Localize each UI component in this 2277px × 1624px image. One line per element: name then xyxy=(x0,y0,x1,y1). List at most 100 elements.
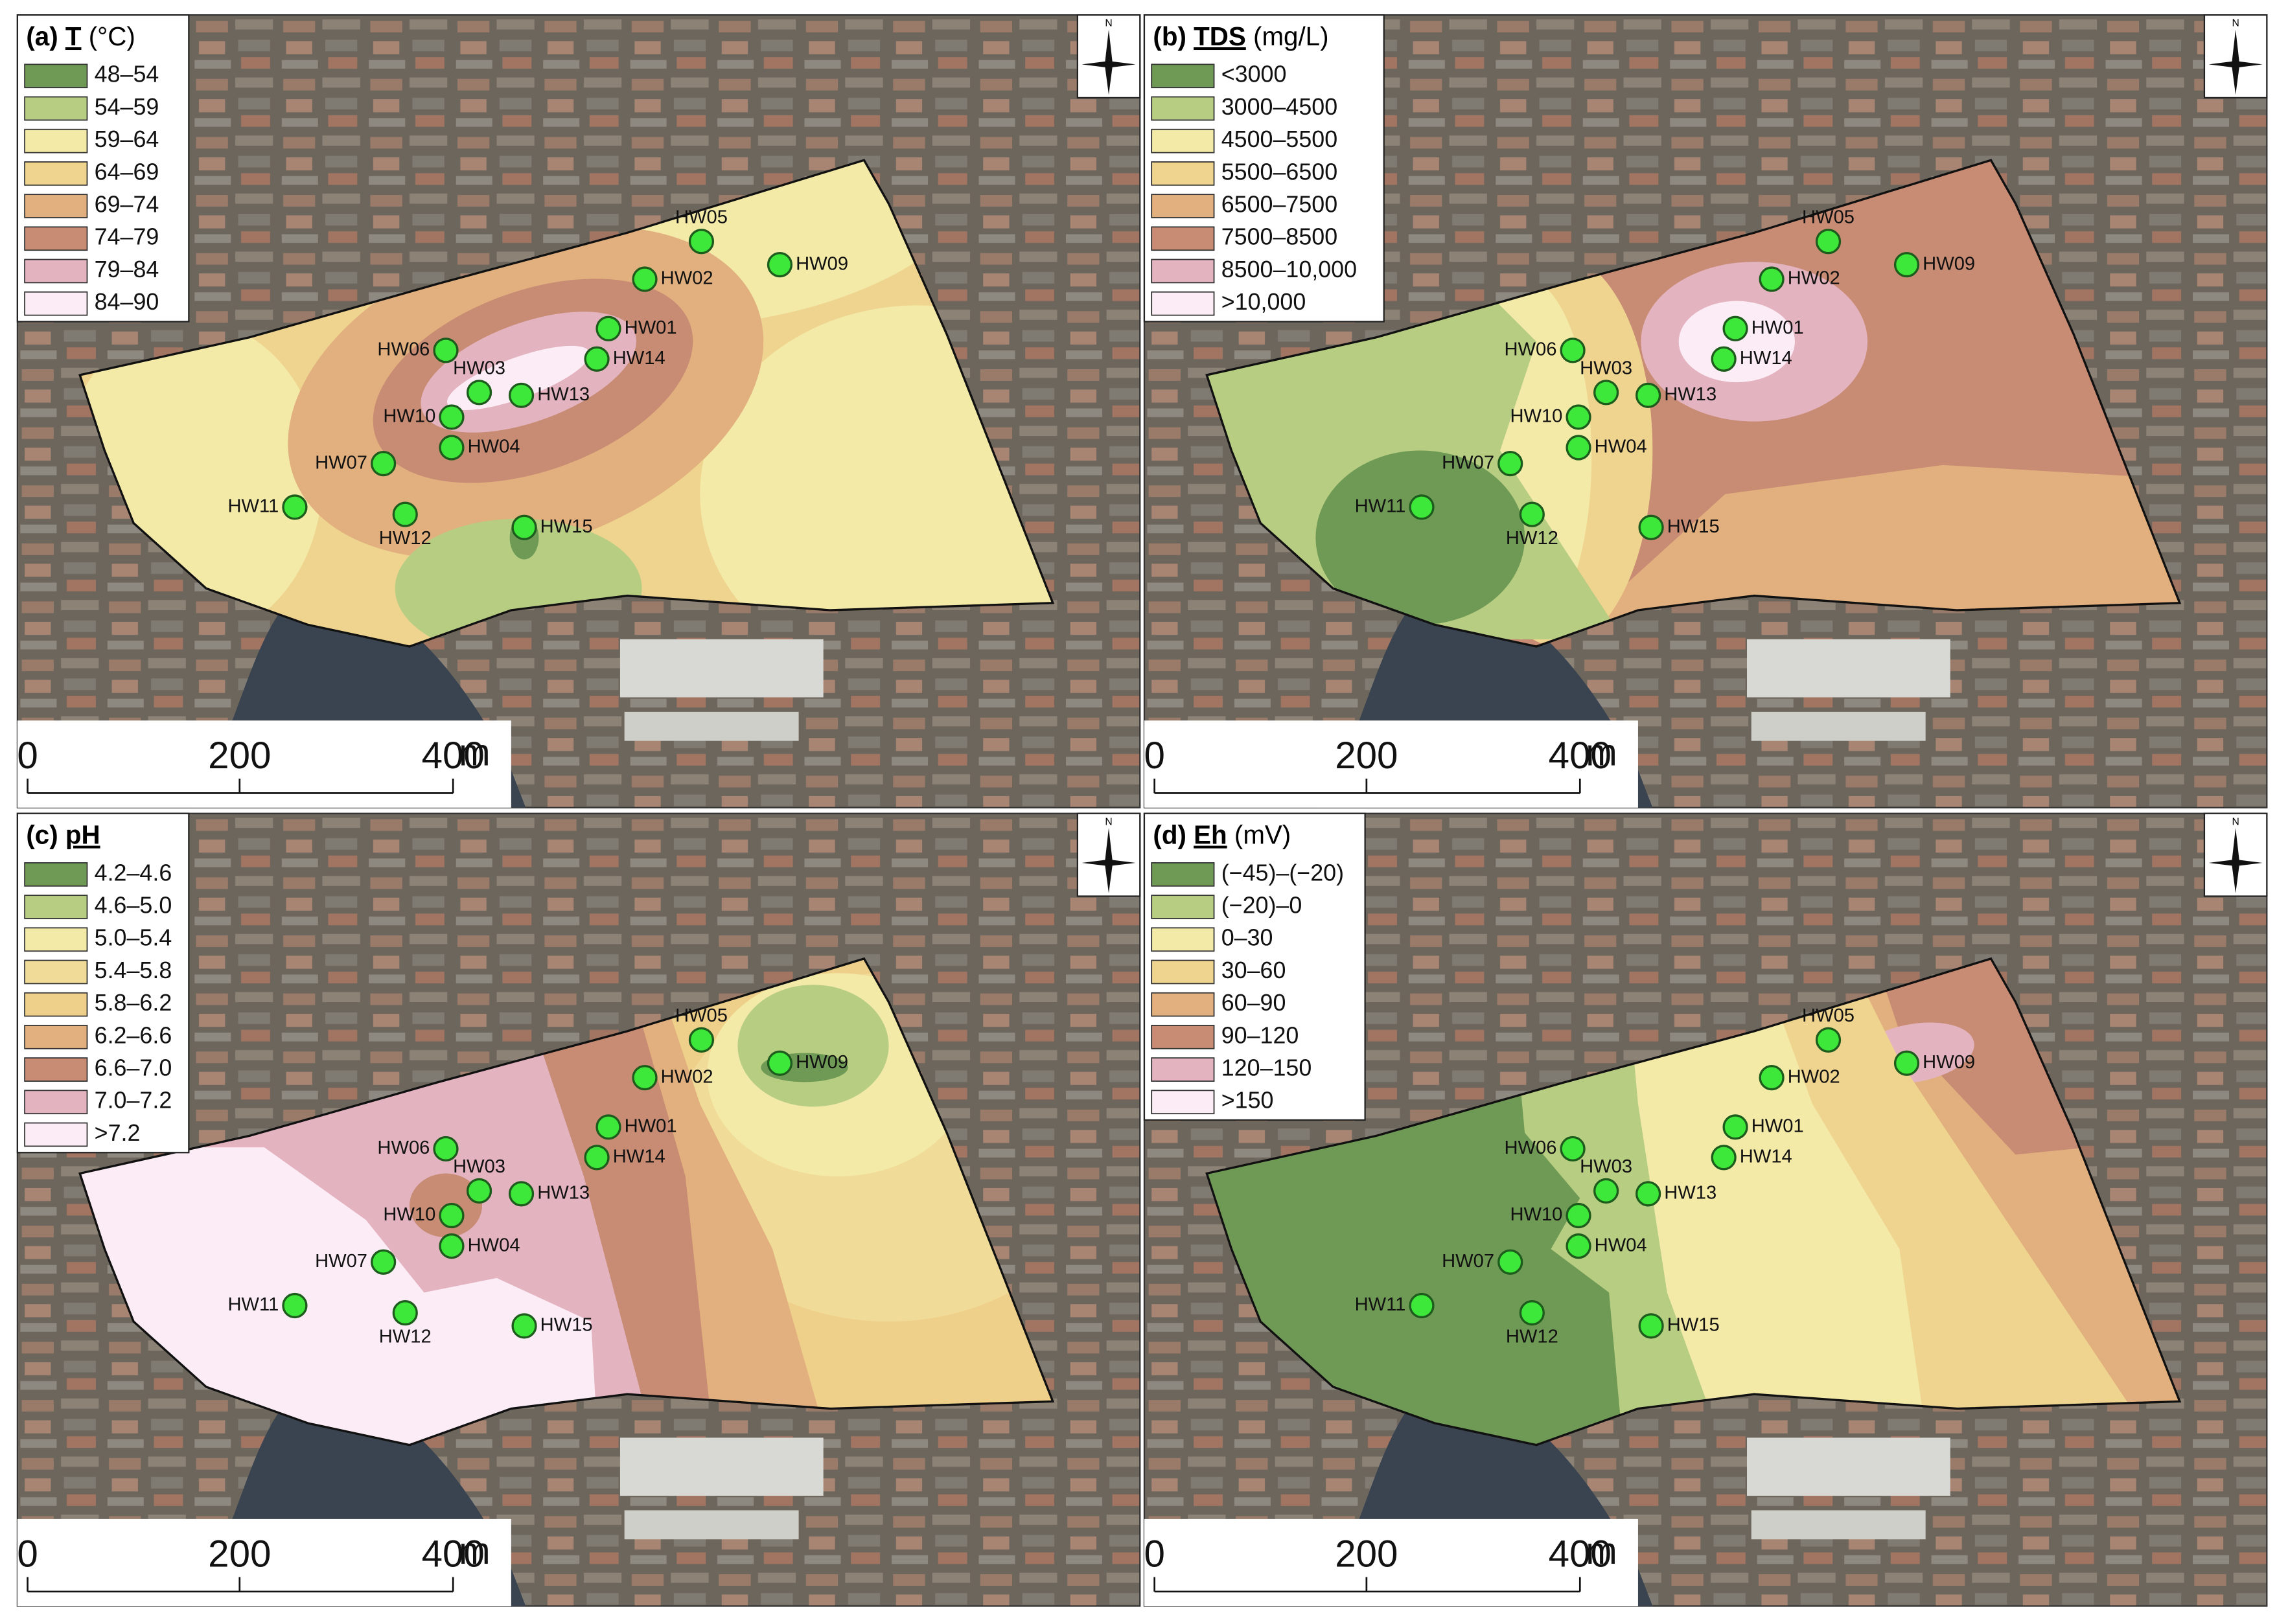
legend-label: 7.0–7.2 xyxy=(95,1088,172,1114)
panel-label: (a) xyxy=(26,21,58,51)
legend-label: 30–60 xyxy=(1221,957,1286,983)
unit: (mV) xyxy=(1234,819,1291,849)
legend-swatch xyxy=(24,959,88,985)
well-label: HW02 xyxy=(661,268,713,289)
legend-title: (b) TDS (mg/L) xyxy=(1153,21,1328,51)
north-label: N xyxy=(1105,18,1112,29)
north-star xyxy=(1081,29,1136,95)
scale-unit: m xyxy=(459,731,491,773)
well-marker xyxy=(1497,1249,1523,1275)
map-panel: HW01 HW02 HW03 HW04 HW05 HW06 HW07 HW09 HW10 HW11… xyxy=(1143,812,2268,1607)
well-label: HW04 xyxy=(1595,1235,1647,1255)
legend-swatch xyxy=(24,161,88,186)
map-panel: HW01 HW02 HW03 HW04 HW05 HW06 HW07 HW09 HW10 HW11… xyxy=(16,812,1141,1607)
north-label: N xyxy=(2232,18,2239,29)
well-marker xyxy=(767,1050,793,1076)
well-marker xyxy=(1409,494,1435,520)
legend-swatch xyxy=(1151,194,1215,218)
legend-swatch xyxy=(24,992,88,1017)
legend-swatch xyxy=(1151,226,1215,251)
scale-label: 200 xyxy=(1335,735,1398,777)
apartment-block xyxy=(1747,1437,1950,1496)
well-marker xyxy=(466,1178,492,1204)
well-marker xyxy=(466,380,492,406)
well-label: HW06 xyxy=(1505,339,1557,360)
north-arrow: N xyxy=(1076,14,1141,99)
well-label: HW10 xyxy=(383,406,435,427)
legend-title: (a) T (°C) xyxy=(26,21,135,51)
well-marker xyxy=(1815,1027,1842,1053)
well-label: HW14 xyxy=(1740,1147,1792,1167)
legend-swatch xyxy=(1151,862,1215,887)
unit: (°C) xyxy=(89,21,135,51)
legend-label: (−20)–0 xyxy=(1221,893,1302,919)
well-marker xyxy=(1722,1114,1748,1140)
variable-name: T xyxy=(65,21,82,51)
legend-swatch xyxy=(24,128,88,154)
scale-label: 400 xyxy=(422,1533,485,1575)
legend-label: 7500–8500 xyxy=(1221,224,1337,250)
well-label: HW05 xyxy=(675,1005,728,1026)
legend-swatch xyxy=(24,927,88,952)
contour-zone xyxy=(1678,301,1795,383)
well-marker xyxy=(1711,1145,1737,1171)
north-arrow: N xyxy=(2203,14,2268,99)
legend-label: 60–90 xyxy=(1221,990,1286,1016)
legend-label: 120–150 xyxy=(1221,1055,1312,1081)
well-marker xyxy=(439,1202,465,1229)
legend-label: 3000–4500 xyxy=(1221,94,1337,120)
well-marker xyxy=(584,1145,610,1171)
well-label: HW07 xyxy=(315,1251,367,1272)
scale-label: 200 xyxy=(208,1533,271,1575)
study-area-outline xyxy=(1205,957,2182,1447)
well-label: HW04 xyxy=(1595,437,1647,457)
legend-label: 90–120 xyxy=(1221,1022,1299,1048)
legend-swatch xyxy=(1151,96,1215,121)
legend-swatch xyxy=(24,1025,88,1049)
well-marker xyxy=(508,1181,535,1207)
well-label: HW01 xyxy=(625,317,677,338)
well-label: HW14 xyxy=(1740,348,1792,369)
map-panel: HW01 HW02 HW03 HW04 HW05 HW06 HW07 HW09 HW10 HW11… xyxy=(16,14,1141,808)
well-label: HW11 xyxy=(228,1294,279,1315)
well-label: HW03 xyxy=(1580,1156,1632,1177)
legend-swatch xyxy=(24,862,88,887)
well-marker xyxy=(1566,1233,1591,1259)
well-marker xyxy=(1519,1300,1545,1326)
legend-label: 6.2–6.6 xyxy=(95,1022,172,1048)
unit: (mg/L) xyxy=(1253,21,1329,51)
well-marker xyxy=(392,1300,418,1326)
well-label: HW09 xyxy=(1923,1052,1975,1073)
study-area-outline xyxy=(1205,159,2182,648)
well-marker xyxy=(1722,315,1748,341)
well-marker xyxy=(1560,1136,1586,1162)
well-label: HW14 xyxy=(613,348,665,369)
legend-label: 59–64 xyxy=(95,126,159,152)
legend-label: >150 xyxy=(1221,1088,1274,1114)
legend-label: <3000 xyxy=(1221,62,1287,87)
well-marker xyxy=(1497,451,1523,477)
well-marker xyxy=(1560,337,1586,363)
well-marker xyxy=(1593,1178,1619,1204)
apartment-block xyxy=(1751,1510,1926,1540)
legend-swatch xyxy=(24,1057,88,1082)
north-star xyxy=(2208,29,2263,95)
scale-label: 0 xyxy=(1144,1533,1164,1575)
contour-zone xyxy=(737,985,889,1107)
panel-label: (b) xyxy=(1153,21,1186,51)
well-label: HW01 xyxy=(1751,1116,1804,1137)
well-label: HW06 xyxy=(377,1138,430,1158)
well-label: HW07 xyxy=(1442,1251,1494,1272)
well-marker xyxy=(439,435,465,461)
apartment-block xyxy=(624,711,799,741)
legend-label: 48–54 xyxy=(95,62,159,87)
legend-label: 5.4–5.8 xyxy=(95,957,172,983)
well-label: HW07 xyxy=(315,452,367,473)
study-area-outline xyxy=(78,159,1055,648)
well-label: HW12 xyxy=(379,528,432,549)
legend-swatch xyxy=(1151,258,1215,284)
well-label: HW13 xyxy=(537,1183,590,1204)
well-marker xyxy=(1519,501,1545,527)
legend-swatch xyxy=(1151,1057,1215,1082)
